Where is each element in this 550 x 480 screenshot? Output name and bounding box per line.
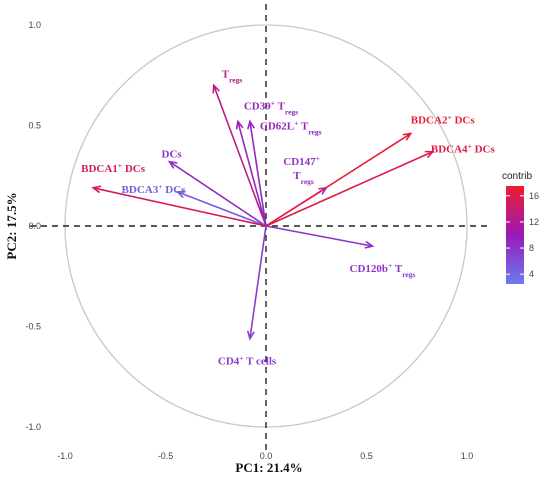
vector-arrowhead bbox=[246, 330, 255, 341]
legend-tick-label: 8 bbox=[529, 243, 534, 253]
vector-line bbox=[265, 132, 412, 227]
variable-vectors bbox=[91, 83, 435, 341]
x-tick-label: 1.0 bbox=[461, 451, 474, 461]
axis-ticks: -1.0 -0.5 0.0 0.5 1.0 1.0 0.5 0.0 -0.5 -1.0 bbox=[25, 20, 473, 461]
y-tick-label: 0.5 bbox=[28, 121, 41, 131]
vector-arrowhead bbox=[91, 185, 102, 194]
vector-label: BDCA1+ DCs bbox=[81, 160, 146, 175]
x-tick-label: 0.0 bbox=[260, 451, 273, 461]
vector-arrow bbox=[265, 150, 435, 227]
vector-line bbox=[249, 225, 267, 339]
vector-arrow bbox=[265, 225, 375, 249]
legend-tick-label: 16 bbox=[529, 191, 539, 201]
y-tick-label: 0.0 bbox=[28, 221, 41, 231]
y-tick-label: 1.0 bbox=[28, 20, 41, 30]
vector-arrow bbox=[91, 185, 267, 227]
vector-arrowhead bbox=[364, 240, 375, 249]
vector-label: BDCA2+ DCs bbox=[411, 112, 476, 127]
vector-label: BDCA3+ DCs bbox=[122, 181, 187, 196]
vector-arrow bbox=[175, 190, 267, 227]
vector-line bbox=[237, 121, 267, 227]
vector-arrowhead bbox=[175, 190, 186, 199]
vector-label: BDCA4+ DCs bbox=[431, 141, 496, 156]
vector-label: CD4+ T cells bbox=[218, 353, 277, 368]
vector-arrowhead bbox=[402, 132, 413, 141]
vector-arrowhead bbox=[247, 119, 255, 130]
vector-label: CD62L+ Tregs bbox=[260, 118, 322, 136]
vector-arrow bbox=[167, 160, 267, 227]
vector-arrowhead bbox=[167, 160, 178, 169]
vector-arrow bbox=[265, 132, 413, 227]
y-axis-title: PC2: 17.5% bbox=[4, 192, 19, 259]
vector-arrow bbox=[235, 119, 267, 227]
y-tick-label: -0.5 bbox=[25, 322, 41, 332]
legend-tick-label: 4 bbox=[529, 269, 534, 279]
vector-label: DCs bbox=[162, 149, 183, 161]
vector-arrow bbox=[247, 119, 267, 227]
x-tick-label: -1.0 bbox=[57, 451, 73, 461]
vector-line bbox=[249, 121, 267, 227]
legend-color-bar bbox=[506, 186, 524, 284]
vector-arrowhead bbox=[235, 119, 244, 130]
x-tick-label: -0.5 bbox=[158, 451, 174, 461]
vector-line bbox=[169, 161, 267, 227]
vector-arrowhead bbox=[424, 150, 435, 159]
vector-label: CD120b+ Tregs bbox=[350, 261, 416, 279]
vector-arrow bbox=[246, 225, 267, 341]
vector-arrow bbox=[212, 83, 267, 227]
vector-line bbox=[265, 225, 373, 247]
vector-line bbox=[212, 85, 267, 227]
vector-label: CD147+ Tregs bbox=[283, 153, 320, 185]
y-tick-label: -1.0 bbox=[25, 422, 41, 432]
x-tick-label: 0.5 bbox=[360, 451, 373, 461]
vector-label: Tregs bbox=[222, 68, 243, 84]
vector-label: CD39+ Tregs bbox=[244, 98, 298, 116]
vector-line bbox=[92, 187, 267, 227]
vector-line bbox=[177, 191, 267, 227]
legend-title: contrib bbox=[502, 171, 532, 182]
color-legend: contrib 16 12 8 4 bbox=[502, 171, 539, 284]
legend-tick-label: 12 bbox=[529, 217, 539, 227]
plot-area bbox=[30, 4, 492, 452]
vector-line bbox=[265, 150, 434, 227]
vector-arrowhead bbox=[212, 83, 220, 94]
x-axis-title: PC1: 21.4% bbox=[235, 460, 302, 475]
